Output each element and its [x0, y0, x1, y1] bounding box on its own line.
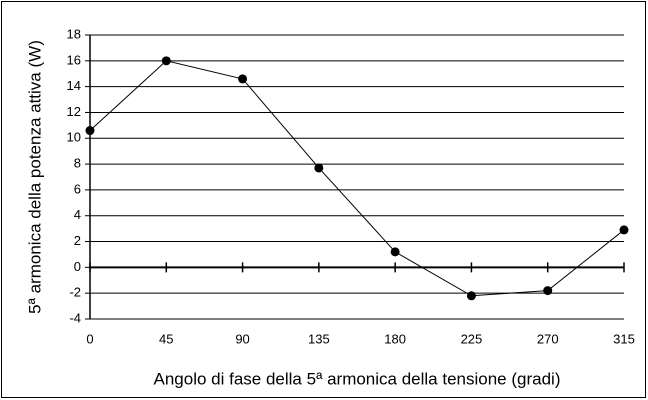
x-tick-label: 135: [308, 331, 330, 346]
data-point: [238, 74, 248, 84]
y-tick-label: 0: [74, 259, 81, 274]
x-tick-label: 45: [159, 331, 173, 346]
y-tick-label: 2: [74, 233, 81, 248]
y-tick-label: 12: [67, 104, 81, 119]
y-tick-label: 16: [67, 52, 81, 67]
x-tick-label: 90: [235, 331, 249, 346]
y-tick-label: 10: [67, 130, 81, 145]
y-axis-label: 5ª armonica della potenza attiva (W): [25, 40, 44, 314]
y-tick-label: 14: [67, 78, 81, 93]
x-tick-label: 270: [537, 331, 559, 346]
data-point: [543, 286, 553, 296]
data-line: [89, 60, 625, 297]
y-tick-label: 18: [67, 26, 81, 41]
data-point: [314, 163, 324, 173]
data-point: [466, 291, 476, 301]
data-point: [390, 247, 400, 257]
data-point: [619, 225, 629, 235]
y-tick-label: 6: [74, 181, 81, 196]
y-tick-label: 4: [74, 207, 81, 222]
x-tick-label: 180: [384, 331, 406, 346]
x-tick-label: 225: [461, 331, 483, 346]
y-tick-label: -2: [69, 285, 81, 300]
y-tick-label: 8: [74, 156, 81, 171]
data-point: [85, 126, 95, 136]
x-tick-label: 315: [613, 331, 635, 346]
y-tick-label: -4: [69, 310, 81, 325]
data-point: [161, 56, 171, 66]
x-tick-label: 0: [86, 331, 93, 346]
x-axis-label: Angolo di fase della 5ª armonica della t…: [154, 369, 561, 388]
